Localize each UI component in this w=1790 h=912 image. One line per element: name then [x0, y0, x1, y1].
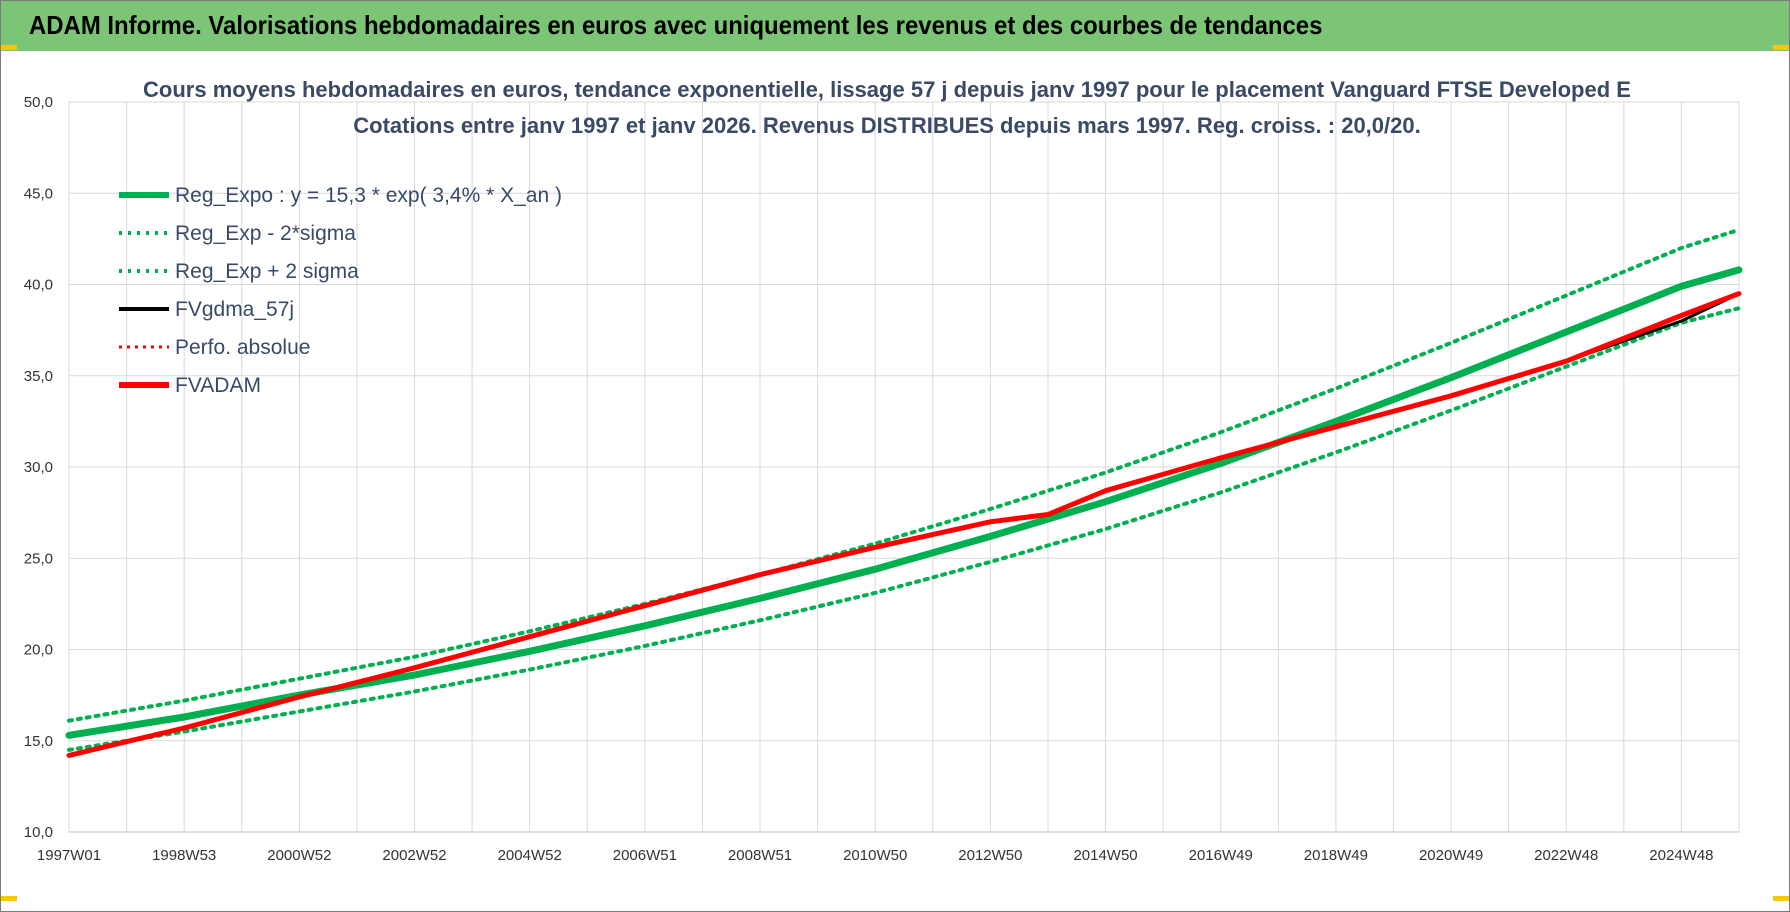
series-line-5	[66, 291, 1742, 758]
x-tick-label: 2010W50	[843, 847, 907, 864]
chart-title: Cours moyens hebdomadaires en euros, ten…	[143, 77, 1631, 102]
corner-marker	[1, 45, 17, 50]
x-tick-label: 2020W49	[1419, 847, 1483, 864]
y-tick-label: 35,0	[24, 368, 53, 385]
chart-legend: Reg_Expo : y = 15,3 * exp( 3,4% * X_an )…	[119, 184, 562, 397]
series-line-2	[67, 306, 1741, 752]
title-banner: ADAM Informe. Valorisations hebdomadaire…	[1, 1, 1789, 51]
legend-label: Reg_Expo : y = 15,3 * exp( 3,4% * X_an )	[175, 184, 562, 207]
corner-marker	[1, 896, 17, 901]
y-tick-label: 25,0	[24, 550, 53, 567]
y-tick-label: 45,0	[24, 185, 53, 202]
y-tick-label: 10,0	[24, 824, 53, 841]
series-line-3	[67, 227, 1741, 723]
x-tick-label: 2018W49	[1304, 847, 1368, 864]
legend-label: FVADAM	[175, 374, 261, 397]
x-tick-label: 1997W01	[37, 847, 101, 864]
legend-label: Reg_Exp - 2*sigma	[175, 222, 356, 245]
corner-marker	[1773, 896, 1789, 901]
x-tick-label: 2002W52	[382, 847, 446, 864]
x-tick-label: 2014W50	[1073, 847, 1137, 864]
x-tick-label: 2008W51	[728, 847, 792, 864]
x-tick-label: 2004W52	[498, 847, 562, 864]
y-tick-label: 30,0	[24, 459, 53, 476]
series-group	[65, 227, 1743, 758]
y-tick-label: 20,0	[24, 642, 53, 659]
corner-marker	[1773, 45, 1789, 50]
legend-label: FVgdma_57j	[175, 298, 294, 321]
series-line-1	[65, 266, 1743, 739]
x-tick-label: 2024W48	[1649, 847, 1713, 864]
legend-label: Perfo. absolue	[175, 336, 310, 359]
legend-label: Reg_Exp + 2 sigma	[175, 260, 359, 283]
banner-title: ADAM Informe. Valorisations hebdomadaire…	[29, 10, 1323, 40]
y-tick-label: 40,0	[24, 277, 53, 294]
y-tick-label: 15,0	[24, 733, 53, 750]
grid-lines	[68, 101, 1740, 833]
x-axis: 1997W01 1998W53 2000W52 2002W52 2004W52 2006W…	[37, 847, 1714, 864]
x-tick-label: 2016W49	[1189, 847, 1253, 864]
chart-subtitle: Cotations entre janv 1997 et janv 2026. …	[353, 113, 1420, 138]
x-tick-label: 2006W51	[613, 847, 677, 864]
x-tick-label: 2022W48	[1534, 847, 1598, 864]
x-tick-label: 1998W53	[152, 847, 216, 864]
y-tick-label: 50,0	[24, 94, 53, 111]
x-tick-label: 2012W50	[958, 847, 1022, 864]
x-tick-label: 2000W52	[267, 847, 331, 864]
y-axis: 10,0 15,0 20,0 25,0 30,0 35,0 40,0 45,0 50,0	[24, 94, 53, 841]
